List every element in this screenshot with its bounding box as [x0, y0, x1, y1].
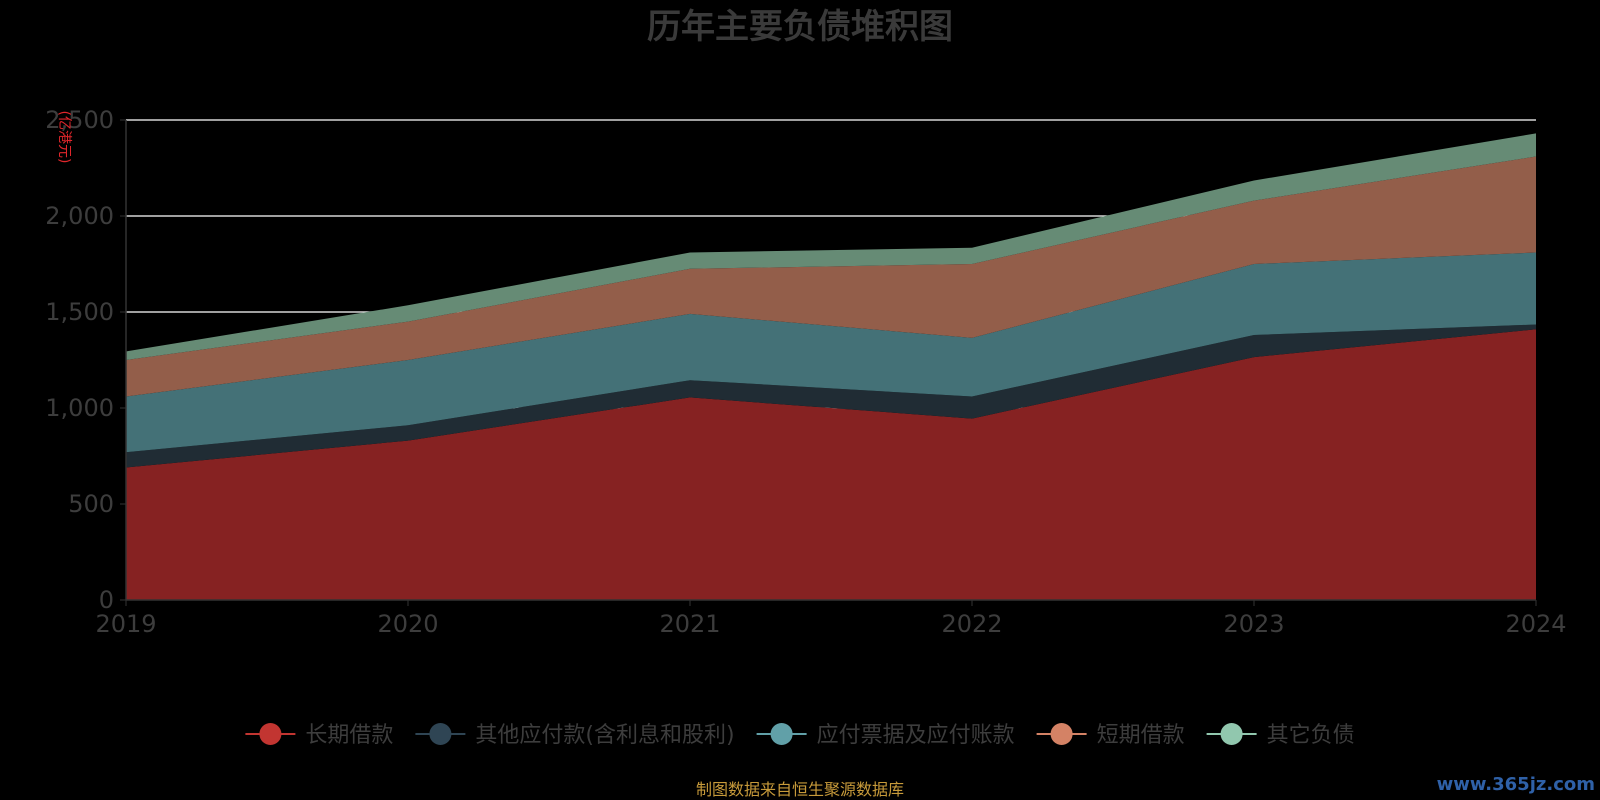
x-tick-label: 2020	[377, 610, 438, 638]
legend-marker	[259, 723, 282, 745]
x-tick-label: 2022	[941, 610, 1002, 638]
y-tick-label: 1,500	[45, 298, 114, 326]
watermark: www.365jz.com	[1437, 774, 1595, 795]
area-series-3	[126, 156, 1536, 397]
x-tick-label: 2024	[1505, 610, 1566, 638]
legend-marker	[1050, 723, 1073, 745]
y-tick-label: 2,500	[45, 106, 114, 134]
legend-item-3[interactable]: 短期借款	[1036, 723, 1185, 748]
area-series-0	[126, 329, 1536, 600]
area-series-4	[126, 133, 1536, 360]
legend-label: 其它负债	[1267, 723, 1355, 748]
legend-marker	[770, 723, 793, 745]
legend-label: 短期借款	[1097, 723, 1185, 748]
legend-item-2[interactable]: 应付票据及应付账款	[756, 723, 1015, 748]
legend-marker	[1220, 723, 1243, 745]
y-unit-label: (亿港元)	[56, 111, 72, 164]
legend-label: 其他应付款(含利息和股利)	[475, 723, 734, 748]
axes: 0 500 1,000 1,500 2,000 2,500 2019 2020 2021 2022…	[45, 106, 1566, 638]
legend-label: 应付票据及应付账款	[817, 723, 1015, 748]
legend-item-4[interactable]: 其它负债	[1206, 723, 1355, 748]
y-tick-label: 1,000	[45, 394, 114, 422]
legend-label: 长期借款	[305, 723, 393, 748]
y-tick-label: 0	[99, 586, 114, 614]
chart-title: 历年主要负债堆积图	[647, 7, 953, 47]
x-tick-label: 2021	[659, 610, 720, 638]
area-series-1	[126, 324, 1536, 468]
y-tick-label: 2,000	[45, 202, 114, 230]
y-tick-label: 500	[68, 490, 114, 518]
legend-item-0[interactable]: 长期借款	[245, 723, 393, 748]
area-series-2	[126, 252, 1536, 453]
x-tick-label: 2023	[1223, 610, 1284, 638]
x-tick-label: 2019	[95, 610, 156, 638]
source-note: 制图数据来自恒生聚源数据库	[696, 780, 904, 799]
area-series	[126, 133, 1536, 600]
legend: 长期借款 其他应付款(含利息和股利) 应付票据及应付账款 短期借款 其它负债	[245, 723, 1355, 748]
legend-marker	[429, 723, 452, 745]
legend-item-1[interactable]: 其他应付款(含利息和股利)	[415, 723, 735, 748]
